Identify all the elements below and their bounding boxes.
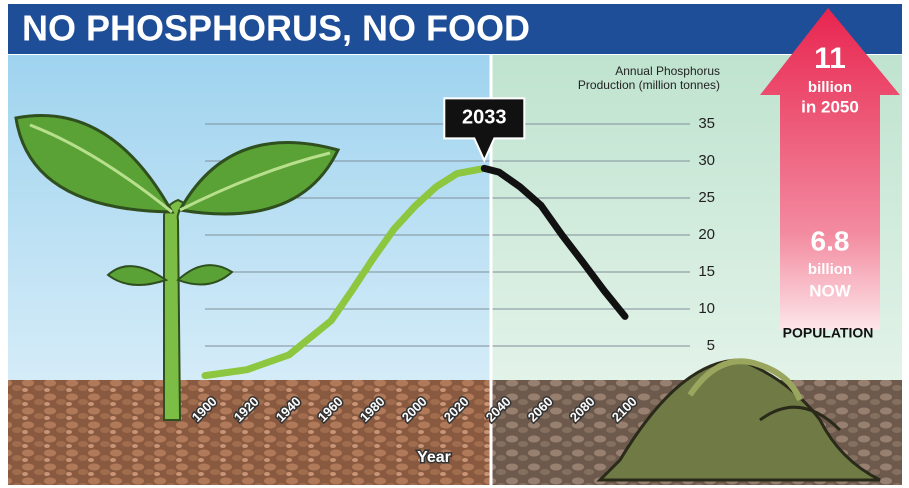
population-future-when: in 2050 bbox=[801, 97, 859, 116]
population-now-value: 6.8 bbox=[811, 225, 850, 256]
y-tick-label: 10 bbox=[698, 300, 715, 317]
y-tick-label: 25 bbox=[698, 189, 715, 206]
population-now-unit: billion bbox=[808, 261, 852, 278]
chart: NO PHOSPHORUS, NO FOOD 11 billion in 205… bbox=[0, 0, 909, 488]
y-tick-label: 15 bbox=[698, 263, 715, 280]
y-axis-label: Annual Phosphorus Production (million to… bbox=[560, 64, 720, 92]
chart-title: NO PHOSPHORUS, NO FOOD bbox=[22, 8, 530, 49]
annotation-label: 2033 bbox=[462, 107, 507, 129]
population-label: POPULATION bbox=[783, 325, 874, 341]
y-tick-label: 35 bbox=[698, 115, 715, 132]
y-axis-label-box: Annual Phosphorus Production (million to… bbox=[560, 64, 720, 112]
population-future-unit: billion bbox=[808, 79, 852, 96]
population-now-when: NOW bbox=[809, 281, 852, 300]
y-tick-label: 30 bbox=[698, 152, 715, 169]
y-tick-label: 5 bbox=[707, 337, 715, 354]
population-future-value: 11 bbox=[814, 42, 846, 75]
y-tick-label: 20 bbox=[698, 226, 715, 243]
x-axis-label: Year bbox=[417, 449, 451, 466]
